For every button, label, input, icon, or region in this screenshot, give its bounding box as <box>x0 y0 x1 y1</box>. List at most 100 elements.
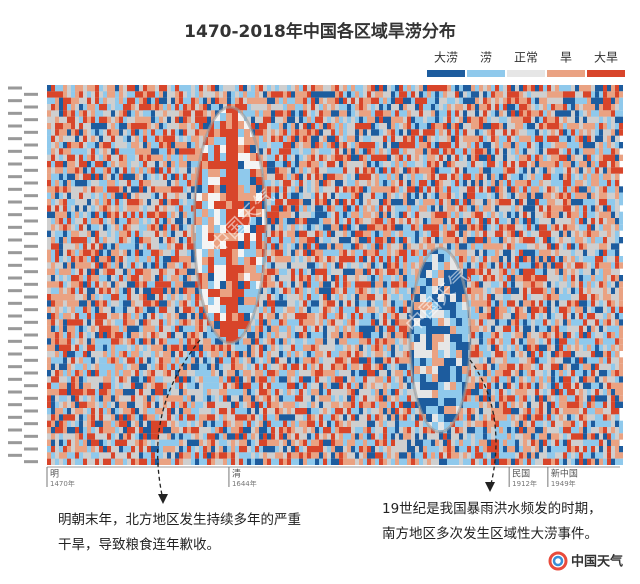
heatmap-cell <box>399 97 403 104</box>
heatmap-cell <box>167 218 171 225</box>
heatmap-cell <box>587 230 591 237</box>
heatmap-cell <box>447 116 451 123</box>
heatmap-cell <box>319 104 323 111</box>
heatmap-cell <box>71 281 75 288</box>
heatmap-cell <box>475 306 479 313</box>
heatmap-cell <box>203 338 207 345</box>
heatmap-cell <box>119 300 123 307</box>
heatmap-cell <box>139 116 143 123</box>
heatmap-cell <box>483 237 487 244</box>
heatmap-cell <box>103 142 107 149</box>
heatmap-cell <box>471 148 475 155</box>
heatmap-cell <box>163 135 167 142</box>
heatmap-cell <box>455 154 459 161</box>
heatmap-cell <box>495 230 499 237</box>
heatmap-cell <box>391 91 395 98</box>
heatmap-cell <box>179 129 183 136</box>
heatmap-cell <box>59 230 63 237</box>
heatmap-cell <box>527 262 531 269</box>
heatmap-cell <box>567 148 571 155</box>
heatmap-cell <box>55 351 59 358</box>
heatmap-cell <box>263 91 267 98</box>
heatmap-cell <box>319 85 323 92</box>
heatmap-cell <box>315 275 319 282</box>
heatmap-cell <box>487 148 491 155</box>
heatmap-cell <box>527 344 531 351</box>
heatmap-cell <box>311 148 315 155</box>
heatmap-cell <box>247 325 251 332</box>
heatmap-cell <box>319 180 323 187</box>
heatmap-cell <box>491 256 495 263</box>
heatmap-cell <box>535 129 539 136</box>
heatmap-cell <box>199 97 203 104</box>
heatmap-cell <box>479 256 483 263</box>
heatmap-cell <box>379 167 383 174</box>
heatmap-cell <box>599 344 603 351</box>
heatmap-cell <box>351 97 355 104</box>
heatmap-cell <box>407 224 411 231</box>
heatmap-cell <box>295 218 299 225</box>
heatmap-cell <box>135 91 139 98</box>
heatmap-cell <box>431 199 435 206</box>
heatmap-cell <box>479 319 483 326</box>
heatmap-cell <box>507 294 511 301</box>
heatmap-cell <box>335 287 339 294</box>
heatmap-cell <box>187 142 191 149</box>
heatmap-cell <box>583 186 587 193</box>
heatmap-cell <box>159 287 163 294</box>
heatmap-cell <box>83 357 87 364</box>
heatmap-cell <box>83 180 87 187</box>
heatmap-cell <box>535 135 539 142</box>
heatmap-cell <box>483 275 487 282</box>
heatmap-cell <box>587 281 591 288</box>
heatmap-cell <box>271 218 275 225</box>
heatmap-cell <box>127 281 131 288</box>
heatmap-cell <box>251 85 255 92</box>
heatmap-cell <box>571 123 575 130</box>
heatmap-cell <box>155 256 159 263</box>
heatmap-cell <box>299 230 303 237</box>
heatmap-cell <box>307 161 311 168</box>
heatmap-cell <box>511 173 515 180</box>
heatmap-cell <box>463 167 467 174</box>
heatmap-cell <box>619 192 623 199</box>
heatmap-cell <box>399 319 403 326</box>
heatmap-cell <box>451 230 455 237</box>
heatmap-cell <box>611 129 615 136</box>
heatmap-cell <box>359 104 363 111</box>
heatmap-cell <box>319 129 323 136</box>
heatmap-cell <box>415 218 419 225</box>
heatmap-cell <box>199 110 203 117</box>
heatmap-cell <box>619 319 623 326</box>
heatmap-cell <box>371 275 375 282</box>
heatmap-cell <box>291 135 295 142</box>
heatmap-cell <box>327 306 331 313</box>
heatmap-cell <box>535 104 539 111</box>
heatmap-cell <box>395 123 399 130</box>
heatmap-cell <box>503 332 507 339</box>
heatmap-cell <box>379 230 383 237</box>
heatmap-cell <box>495 300 499 307</box>
heatmap-cell <box>539 224 543 231</box>
heatmap-cell <box>419 104 423 111</box>
heatmap-cell <box>379 287 383 294</box>
heatmap-cell <box>547 237 551 244</box>
heatmap-cell <box>51 300 55 307</box>
heatmap-cell <box>315 325 319 332</box>
heatmap-cell <box>519 344 523 351</box>
heatmap-cell <box>575 129 579 136</box>
heatmap-cell <box>95 97 99 104</box>
heatmap-cell <box>95 300 99 307</box>
heatmap-cell <box>531 180 535 187</box>
row-label <box>8 238 22 242</box>
heatmap-cell <box>403 268 407 275</box>
heatmap-cell <box>471 85 475 92</box>
heatmap-cell <box>335 243 339 250</box>
heatmap-cell <box>483 344 487 351</box>
heatmap-cell <box>307 173 311 180</box>
heatmap-cell <box>347 91 351 98</box>
heatmap-cell <box>395 338 399 345</box>
heatmap-cell <box>175 154 179 161</box>
heatmap-cell <box>295 300 299 307</box>
heatmap-cell <box>207 344 211 351</box>
